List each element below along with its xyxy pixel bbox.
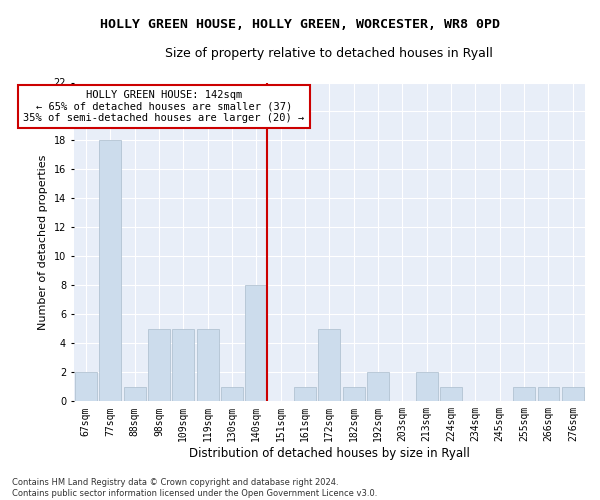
Text: Contains HM Land Registry data © Crown copyright and database right 2024.
Contai: Contains HM Land Registry data © Crown c… (12, 478, 377, 498)
Title: Size of property relative to detached houses in Ryall: Size of property relative to detached ho… (166, 48, 493, 60)
X-axis label: Distribution of detached houses by size in Ryall: Distribution of detached houses by size … (189, 447, 470, 460)
Bar (221, 387, 243, 402)
Y-axis label: Number of detached properties: Number of detached properties (38, 154, 48, 330)
Bar (124, 387, 146, 402)
Bar (75, 372, 97, 402)
Bar (367, 372, 389, 402)
Bar (538, 387, 559, 402)
Bar (245, 286, 267, 402)
Bar (440, 387, 462, 402)
Bar (416, 372, 437, 402)
Text: HOLLY GREEN HOUSE, HOLLY GREEN, WORCESTER, WR8 0PD: HOLLY GREEN HOUSE, HOLLY GREEN, WORCESTE… (100, 18, 500, 30)
Bar (294, 387, 316, 402)
Bar (562, 387, 584, 402)
Text: HOLLY GREEN HOUSE: 142sqm
← 65% of detached houses are smaller (37)
35% of semi-: HOLLY GREEN HOUSE: 142sqm ← 65% of detac… (23, 90, 304, 123)
Bar (319, 329, 340, 402)
Bar (197, 329, 218, 402)
Bar (343, 387, 365, 402)
Bar (172, 329, 194, 402)
Bar (99, 140, 121, 402)
Bar (148, 329, 170, 402)
Bar (513, 387, 535, 402)
